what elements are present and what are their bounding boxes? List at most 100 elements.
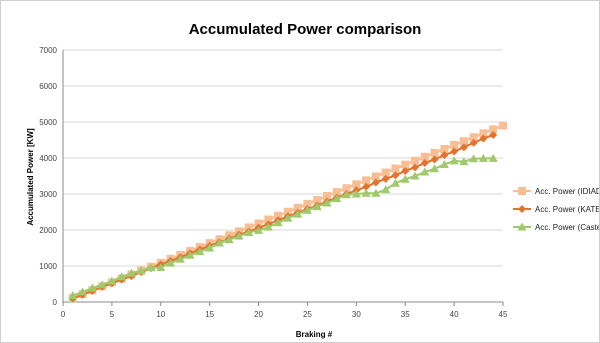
data-point-acc-power-idiada [411,156,419,165]
data-point-acc-power-idiada [313,195,322,204]
data-point-acc-power-castelloli [107,276,117,285]
y-tick-label: 7000 [39,46,57,55]
data-point-acc-power-idiada [352,180,361,189]
x-tick-label: 0 [61,310,66,319]
data-point-acc-power-castelloli [234,231,244,240]
data-point-acc-power-katech [489,130,498,139]
data-point-acc-power-castelloli [449,156,459,165]
data-point-acc-power-idiada [264,215,273,224]
series-acc-power-castelloli [68,153,498,300]
y-tick-label: 4000 [39,154,57,163]
data-point-acc-power-castelloli [68,291,78,300]
data-point-acc-power-katech [430,155,439,164]
data-point-acc-power-idiada [499,121,507,130]
data-point-acc-power-castelloli [371,188,381,197]
y-tick-label: 5000 [39,118,57,127]
data-point-acc-power-katech [362,182,371,191]
data-point-acc-power-katech [469,138,478,147]
data-point-acc-power-katech [420,159,429,168]
data-point-acc-power-idiada [420,152,429,161]
legend-marker-acc-power-katech [518,205,526,213]
x-tick-label: 30 [352,310,361,319]
data-point-acc-power-katech [440,151,449,160]
data-point-acc-power-castelloli [302,205,312,214]
data-point-acc-power-castelloli [263,222,273,231]
axes: 0 1000 2000 3000 4000 5000 6000 7000 0 5 10 15 20 25 3… [39,46,508,319]
data-point-acc-power-idiada [489,125,498,134]
legend-label-acc-power-castelloli: Acc. Power (Castelloli) [535,223,599,232]
data-point-acc-power-katech [450,147,459,156]
data-point-acc-power-castelloli [136,266,146,275]
data-point-acc-power-castelloli [420,167,430,176]
data-point-acc-power-idiada [381,168,390,177]
data-point-acc-power-idiada [430,148,439,157]
data-point-acc-power-castelloli [78,287,88,296]
x-tick-label: 25 [303,310,312,319]
data-point-acc-power-castelloli [166,258,176,267]
data-point-acc-power-katech [459,143,468,152]
data-point-acc-power-katech [381,174,390,183]
data-point-acc-power-castelloli [146,263,156,272]
data-point-acc-power-katech [391,171,400,180]
data-point-acc-power-castelloli [195,247,205,256]
data-point-acc-power-castelloli [381,185,391,194]
x-tick-label: 10 [156,310,165,319]
data-point-acc-power-castelloli [459,157,469,166]
data-point-acc-power-castelloli [156,262,166,271]
data-point-acc-power-idiada [274,211,283,220]
data-point-acc-power-katech [479,134,488,143]
data-point-acc-power-castelloli [244,228,254,237]
x-tick-label: 20 [254,310,263,319]
data-point-acc-power-castelloli [430,164,440,173]
y-tick-label: 0 [53,298,58,307]
data-point-acc-power-idiada [362,176,371,185]
data-point-acc-power-castelloli [478,153,488,162]
data-point-acc-power-idiada [342,184,351,193]
data-point-acc-power-castelloli [390,178,400,187]
series-line-acc-power-katech [72,134,494,300]
data-point-acc-power-idiada [459,137,468,146]
data-point-acc-power-katech [401,166,410,175]
data-point-acc-power-castelloli [117,272,127,281]
data-point-acc-power-castelloli [488,153,498,162]
x-tick-label: 45 [499,310,508,319]
data-point-acc-power-idiada [401,160,410,169]
x-axis-title: Braking # [296,330,333,339]
legend-marker-acc-power-castelloli [517,222,527,231]
data-point-acc-power-idiada [469,133,478,142]
data-point-acc-power-idiada [323,192,331,201]
x-tick-label: 40 [450,310,459,319]
data-point-acc-power-castelloli [322,198,332,207]
data-point-acc-power-castelloli [351,189,361,198]
x-tick-label: 15 [205,310,214,319]
y-tick-label: 3000 [39,190,57,199]
data-point-acc-power-castelloli [283,213,293,222]
data-point-acc-power-castelloli [214,238,224,247]
data-point-acc-power-katech [371,178,380,187]
data-point-acc-power-idiada [303,199,312,208]
data-point-acc-power-idiada [440,144,449,153]
data-point-acc-power-idiada [332,188,341,197]
grid-lines [63,49,503,303]
data-point-acc-power-castelloli [224,235,234,244]
y-tick-label: 2000 [39,226,57,235]
data-point-acc-power-idiada [391,164,400,173]
x-tick-label: 35 [401,310,410,319]
data-point-acc-power-idiada [450,141,459,150]
series-group [68,121,507,303]
data-point-acc-power-castelloli [439,159,449,168]
data-point-acc-power-idiada [371,172,380,181]
chart-title: Accumulated Power comparison [189,21,422,38]
data-point-acc-power-castelloli [205,243,215,252]
data-point-acc-power-castelloli [97,280,107,289]
data-point-acc-power-katech [411,163,419,172]
data-point-acc-power-castelloli [342,190,352,199]
data-point-acc-power-castelloli [87,283,97,292]
data-point-acc-power-castelloli [293,209,303,218]
data-point-acc-power-idiada [254,219,263,228]
legend-marker-acc-power-idiada [518,187,526,195]
